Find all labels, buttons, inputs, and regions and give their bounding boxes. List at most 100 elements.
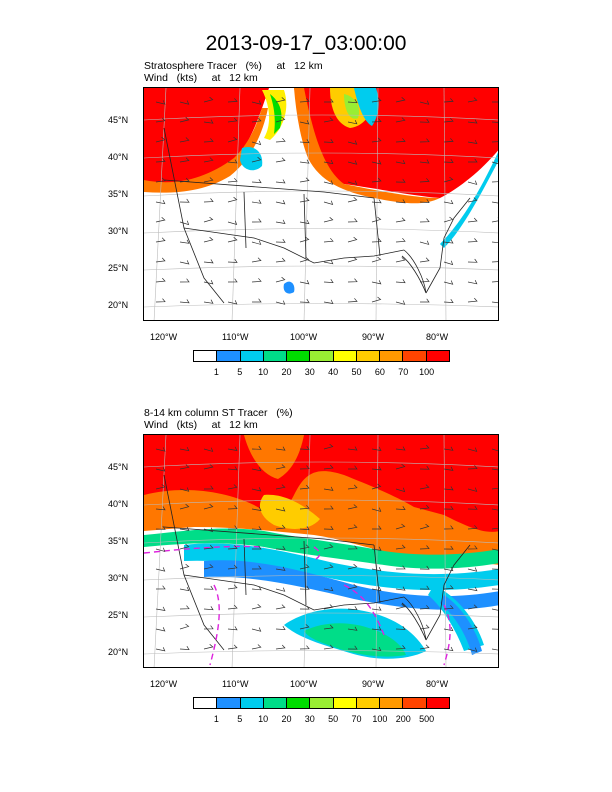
wind-barb-icon xyxy=(323,299,334,304)
panel2-tracer-east-blue xyxy=(440,595,482,655)
wind-barb-icon xyxy=(299,605,310,610)
panel1-tracer-tail xyxy=(440,152,498,248)
wind-barb-icon xyxy=(347,160,358,165)
panel2-tracer-band-blue xyxy=(204,560,498,610)
wind-barb-icon xyxy=(179,260,190,265)
wind-barb-icon xyxy=(155,277,166,283)
wind-barb-icon xyxy=(155,525,166,530)
wind-barb-icon xyxy=(491,568,498,570)
panel1-wind-barbs xyxy=(155,96,498,305)
panel2-colorbar xyxy=(193,697,450,709)
wind-barb-icon xyxy=(443,138,454,143)
wind-barb-icon xyxy=(155,647,166,652)
colorbar-swatch xyxy=(332,350,357,362)
wind-barb-icon xyxy=(275,300,286,305)
wind-barb-icon xyxy=(419,523,430,530)
panel1-title: Stratosphere Tracer (%) at 12 km xyxy=(144,60,323,72)
wind-barb-icon xyxy=(275,116,286,123)
panel2-tracer-gulf-green xyxy=(304,623,406,657)
panel1-lon-tick: 80°W xyxy=(426,332,449,342)
colorbar-label: 20 xyxy=(281,367,292,377)
wind-barb-icon xyxy=(371,626,382,631)
wind-barb-icon xyxy=(419,585,430,590)
wind-barb-icon xyxy=(203,177,214,183)
wind-barb-icon xyxy=(443,525,454,530)
wind-barb-icon xyxy=(467,487,478,492)
colorbar-swatch xyxy=(193,350,218,362)
wind-barb-icon xyxy=(347,584,358,590)
wind-barb-icon xyxy=(227,196,238,203)
colorbar-label: 200 xyxy=(395,714,411,724)
wind-barb-icon xyxy=(467,258,478,263)
wind-barb-icon xyxy=(347,99,358,104)
wind-barb-icon xyxy=(251,179,262,184)
colorbar-swatch xyxy=(379,350,404,362)
wind-barb-icon xyxy=(467,197,478,203)
wind-barb-icon xyxy=(179,646,190,650)
wind-barb-icon xyxy=(275,644,286,650)
wind-barb-icon xyxy=(251,506,262,511)
wind-barb-icon xyxy=(179,137,190,143)
colorbar-swatch xyxy=(262,697,288,709)
wind-barb-icon xyxy=(179,623,190,630)
wind-barb-icon xyxy=(491,525,498,530)
wind-barb-icon xyxy=(203,96,214,103)
wind-barb-icon xyxy=(179,220,190,226)
wind-barb-icon xyxy=(467,238,478,243)
wind-barb-icon xyxy=(443,176,454,183)
wind-barb-icon xyxy=(347,504,358,510)
colorbar-label: 20 xyxy=(281,714,292,724)
wind-barb-icon xyxy=(347,645,358,650)
wind-barb-icon xyxy=(491,548,498,551)
wind-barb-icon xyxy=(155,158,166,163)
wind-barb-icon xyxy=(203,564,214,570)
wind-barb-icon xyxy=(203,644,214,650)
wind-barb-icon xyxy=(371,256,382,263)
colorbar-swatch xyxy=(239,350,264,362)
panel1-tracer-orange2 xyxy=(294,88,440,204)
panel2-lat-tick: 20°N xyxy=(108,647,129,657)
wind-barb-icon xyxy=(251,526,262,531)
wind-barb-icon xyxy=(275,484,286,490)
wind-barb-icon xyxy=(324,98,334,103)
panel1-subtitle: Wind (kts) at 12 km xyxy=(144,72,258,84)
wind-barb-icon xyxy=(323,564,334,570)
wind-barb-icon xyxy=(443,605,454,610)
wind-barb-icon xyxy=(275,276,286,283)
wind-barb-icon xyxy=(155,199,166,205)
wind-barb-icon xyxy=(275,157,286,163)
wind-barb-icon xyxy=(227,505,238,510)
wind-barb-icon xyxy=(467,97,478,103)
wind-barb-icon xyxy=(347,120,358,125)
wind-barb-icon xyxy=(155,237,166,243)
wind-barb-icon xyxy=(491,181,498,183)
wind-barb-icon xyxy=(347,606,358,611)
wind-barb-icon xyxy=(227,98,238,103)
wind-barb-icon xyxy=(203,625,214,630)
wind-barb-icon xyxy=(371,177,382,183)
wind-barb-icon xyxy=(155,585,166,590)
wind-barb-icon xyxy=(443,260,454,266)
wind-barb-icon xyxy=(467,525,478,530)
wind-barb-icon xyxy=(251,487,262,492)
colorbar-swatch xyxy=(402,350,427,362)
wind-barb-icon xyxy=(251,565,262,570)
wind-barb-icon xyxy=(275,626,286,630)
panel2-tracer-yellow xyxy=(259,494,320,529)
wind-barb-icon xyxy=(419,644,430,650)
wind-barb-icon xyxy=(443,446,454,451)
wind-barb-icon xyxy=(419,199,430,203)
wind-barb-icon xyxy=(275,137,286,143)
wind-barb-icon xyxy=(443,646,454,652)
wind-barb-icon xyxy=(179,503,190,510)
wind-barb-icon xyxy=(299,505,310,510)
wind-barb-icon xyxy=(275,446,286,451)
wind-barb-icon xyxy=(467,647,478,652)
wind-barb-icon xyxy=(371,296,382,303)
wind-barb-icon xyxy=(395,603,406,610)
panel1-tracer-green xyxy=(270,94,282,134)
colorbar-label: 500 xyxy=(419,714,435,724)
wind-barb-icon xyxy=(155,177,166,183)
wind-barb-icon xyxy=(299,159,310,164)
wind-barb-icon xyxy=(323,217,334,223)
